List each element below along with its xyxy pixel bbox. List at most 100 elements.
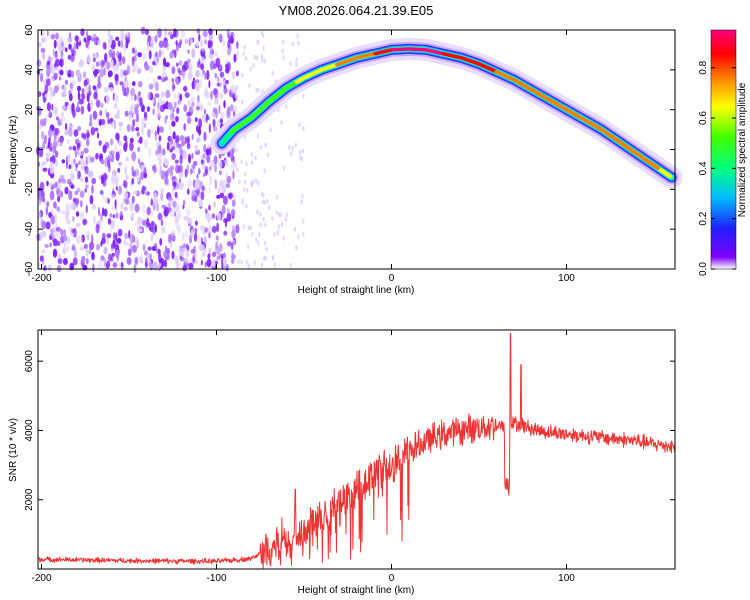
noise-speckle — [156, 108, 161, 118]
noise-speckle — [164, 170, 169, 178]
noise-speckle — [84, 188, 87, 193]
noise-speckle — [80, 158, 85, 166]
noise-speckle — [187, 217, 192, 226]
noise-speckle — [95, 152, 99, 160]
noise-speckle — [138, 81, 143, 88]
noise-speckle — [203, 131, 206, 142]
noise-speckle — [93, 57, 96, 63]
noise-speckle — [91, 65, 96, 72]
noise-speckle — [95, 99, 101, 108]
noise-speckle — [125, 241, 130, 246]
noise-speckle — [177, 99, 181, 105]
noise-speckle — [64, 101, 69, 106]
noise-speckle — [80, 236, 84, 244]
noise-speckle — [255, 55, 259, 61]
noise-speckle — [102, 207, 105, 217]
noise-speckle — [154, 93, 160, 98]
noise-speckle — [220, 111, 225, 119]
noise-speckle — [69, 32, 72, 39]
noise-speckle — [215, 235, 219, 241]
noise-speckle — [289, 61, 292, 67]
noise-speckle — [298, 149, 302, 155]
noise-speckle — [91, 203, 96, 210]
noise-speckle — [125, 156, 129, 162]
noise-speckle — [242, 51, 245, 57]
noise-speckle — [134, 236, 139, 244]
noise-speckle — [184, 38, 189, 45]
noise-speckle — [213, 177, 216, 183]
noise-speckle — [126, 257, 132, 265]
noise-speckle — [230, 84, 236, 94]
noise-speckle — [252, 62, 255, 68]
noise-speckle — [216, 194, 221, 199]
noise-speckle — [148, 50, 152, 60]
noise-speckle — [88, 90, 92, 96]
noise-speckle — [174, 191, 178, 199]
noise-speckle — [85, 39, 89, 48]
noise-speckle — [83, 166, 87, 171]
snr-series — [37, 333, 676, 569]
noise-speckle — [227, 33, 230, 42]
noise-speckle — [210, 90, 213, 100]
noise-speckle — [200, 244, 205, 252]
noise-speckle — [174, 215, 178, 224]
noise-speckle — [53, 72, 58, 81]
noise-speckle — [161, 226, 166, 234]
noise-speckle — [68, 43, 72, 50]
noise-speckle — [75, 222, 81, 228]
noise-speckle — [232, 155, 235, 164]
noise-speckle — [109, 87, 114, 92]
noise-speckle — [245, 259, 248, 265]
noise-speckle — [209, 175, 212, 186]
noise-speckle — [157, 125, 160, 135]
noise-speckle — [113, 231, 116, 242]
noise-speckle — [123, 44, 126, 53]
colorbar-tick-label: 0.6 — [698, 111, 709, 125]
noise-speckle — [195, 220, 198, 226]
noise-speckle — [153, 261, 158, 271]
colorbar: 0.0 0.2 0.4 0.6 0.8 Normalized spectral ampl… — [698, 29, 748, 276]
noise-speckle — [76, 40, 79, 50]
noise-speckle — [183, 60, 189, 71]
noise-speckle — [91, 184, 94, 195]
noise-speckle — [82, 71, 87, 79]
noise-speckle — [254, 155, 257, 161]
noise-speckle — [65, 66, 68, 76]
y-tick-label: 4000 — [24, 419, 35, 442]
noise-speckle — [167, 196, 173, 202]
noise-speckle — [194, 227, 198, 234]
noise-speckle — [79, 211, 85, 221]
noise-speckle — [187, 58, 191, 64]
noise-speckle — [62, 246, 66, 255]
noise-speckle — [71, 49, 77, 56]
noise-speckle — [136, 131, 140, 137]
noise-speckle — [182, 200, 186, 206]
noise-speckle — [104, 86, 109, 94]
noise-speckle — [158, 50, 162, 58]
noise-speckle — [264, 222, 267, 228]
noise-speckle — [169, 165, 175, 171]
noise-speckle — [72, 216, 75, 222]
noise-speckle — [37, 42, 42, 48]
noise-speckle — [257, 88, 260, 94]
noise-speckle — [132, 234, 136, 244]
noise-speckle — [193, 169, 196, 175]
noise-speckle — [144, 139, 148, 149]
noise-speckle — [56, 187, 60, 196]
noise-speckle — [198, 118, 203, 129]
noise-speckle — [163, 40, 169, 48]
noise-speckle — [104, 141, 110, 149]
noise-speckle — [171, 230, 176, 237]
noise-speckle — [111, 150, 115, 157]
noise-speckle — [225, 182, 230, 189]
noise-speckle — [155, 81, 159, 92]
noise-speckle — [42, 140, 46, 150]
noise-speckle — [302, 231, 305, 237]
noise-speckle — [60, 118, 64, 124]
noise-speckle — [141, 117, 145, 126]
noise-speckle — [63, 229, 67, 236]
noise-speckle — [92, 263, 95, 273]
noise-speckle — [72, 80, 76, 85]
noise-speckle — [147, 128, 151, 138]
